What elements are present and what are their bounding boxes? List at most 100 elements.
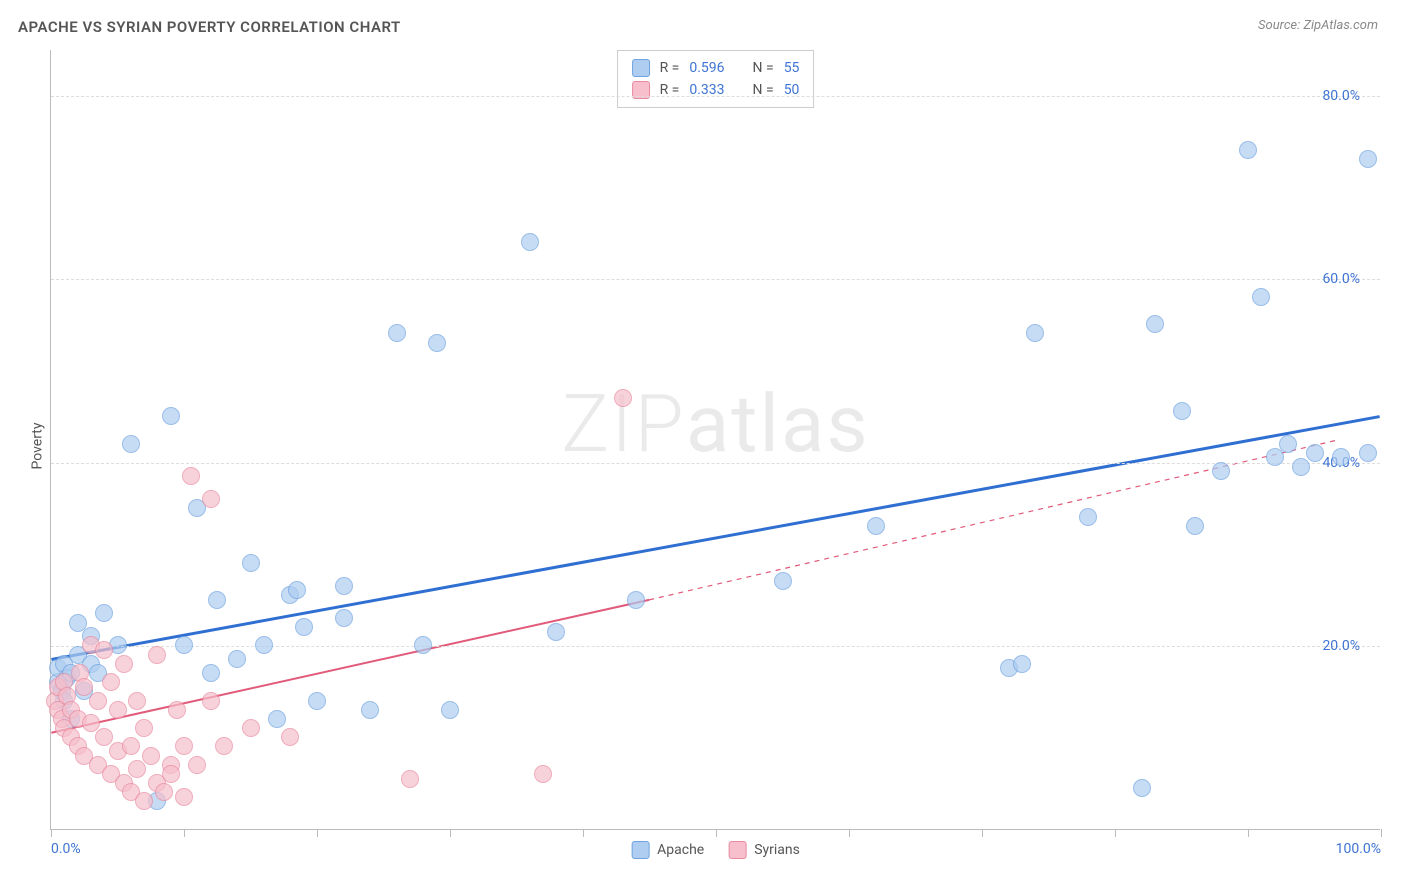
y-tick-label: 60.0%	[1322, 271, 1360, 287]
scatter-marker-apache	[441, 701, 459, 719]
apache-r-value: 0.596	[689, 60, 724, 76]
scatter-marker-apache	[228, 650, 246, 668]
x-tick-label: 0.0%	[51, 841, 81, 857]
scatter-marker-apache	[428, 334, 446, 352]
scatter-marker-apache	[335, 609, 353, 627]
scatter-marker-syrians	[109, 701, 127, 719]
y-axis-label: Poverty	[30, 422, 46, 469]
scatter-marker-syrians	[182, 467, 200, 485]
x-tick	[849, 829, 850, 837]
scatter-marker-apache	[268, 710, 286, 728]
x-tick	[184, 829, 185, 837]
scatter-marker-syrians	[142, 747, 160, 765]
scatter-marker-syrians	[128, 692, 146, 710]
scatter-marker-apache	[1279, 435, 1297, 453]
legend-swatch-apache	[631, 841, 649, 859]
x-tick	[716, 829, 717, 837]
legend-swatch-apache	[632, 59, 650, 77]
y-tick-label: 20.0%	[1322, 638, 1360, 654]
scatter-marker-syrians	[215, 737, 233, 755]
scatter-marker-syrians	[188, 756, 206, 774]
scatter-marker-apache	[295, 618, 313, 636]
scatter-marker-apache	[122, 435, 140, 453]
scatter-marker-syrians	[401, 770, 419, 788]
scatter-marker-syrians	[122, 737, 140, 755]
scatter-marker-apache	[202, 664, 220, 682]
scatter-marker-syrians	[162, 765, 180, 783]
scatter-marker-syrians	[128, 760, 146, 778]
x-tick	[317, 829, 318, 837]
scatter-marker-syrians	[281, 728, 299, 746]
x-tick	[51, 829, 52, 837]
scatter-marker-apache	[1026, 324, 1044, 342]
scatter-marker-apache	[1079, 508, 1097, 526]
scatter-marker-apache	[521, 233, 539, 251]
scatter-marker-apache	[774, 572, 792, 590]
scatter-marker-syrians	[135, 792, 153, 810]
scatter-marker-apache	[335, 577, 353, 595]
scatter-marker-apache	[1359, 444, 1377, 462]
y-tick-label: 80.0%	[1322, 88, 1360, 104]
scatter-marker-apache	[1252, 288, 1270, 306]
scatter-marker-apache	[308, 692, 326, 710]
bottom-legend-apache: Apache	[631, 841, 704, 859]
stat-legend-row-syrians: R = 0.333 N = 50	[632, 79, 800, 101]
stat-legend-row-apache: R = 0.596 N = 55	[632, 57, 800, 79]
scatter-marker-syrians	[115, 655, 133, 673]
r-label: R =	[660, 60, 680, 76]
scatter-marker-apache	[1133, 779, 1151, 797]
scatter-marker-syrians	[175, 788, 193, 806]
scatter-marker-syrians	[95, 641, 113, 659]
n-label: N =	[753, 60, 774, 76]
scatter-marker-apache	[1146, 315, 1164, 333]
gridline-h	[51, 646, 1380, 647]
scatter-marker-apache	[627, 591, 645, 609]
scatter-marker-apache	[162, 407, 180, 425]
scatter-marker-apache	[1186, 517, 1204, 535]
x-tick	[982, 829, 983, 837]
scatter-marker-apache	[175, 636, 193, 654]
scatter-marker-apache	[867, 517, 885, 535]
scatter-marker-syrians	[202, 692, 220, 710]
legend-swatch-syrians	[728, 841, 746, 859]
scatter-marker-apache	[1306, 444, 1324, 462]
x-tick	[1381, 829, 1382, 837]
x-tick-label: 100.0%	[1336, 841, 1381, 857]
scatter-marker-apache	[1292, 458, 1310, 476]
scatter-marker-syrians	[148, 646, 166, 664]
gridline-h	[51, 463, 1380, 464]
scatter-marker-syrians	[534, 765, 552, 783]
scatter-marker-apache	[255, 636, 273, 654]
scatter-marker-apache	[95, 604, 113, 622]
scatter-marker-apache	[1359, 150, 1377, 168]
source-label: Source: ZipAtlas.com	[1258, 18, 1378, 33]
scatter-marker-syrians	[614, 389, 632, 407]
source-prefix: Source:	[1258, 18, 1303, 33]
bottom-legend-syrians-label: Syrians	[754, 842, 800, 858]
scatter-marker-syrians	[242, 719, 260, 737]
scatter-marker-apache	[547, 623, 565, 641]
scatter-marker-apache	[1332, 448, 1350, 466]
scatter-marker-syrians	[135, 719, 153, 737]
chart-title: APACHE VS SYRIAN POVERTY CORRELATION CHA…	[18, 18, 401, 36]
scatter-marker-apache	[361, 701, 379, 719]
scatter-marker-syrians	[175, 737, 193, 755]
scatter-marker-apache	[414, 636, 432, 654]
scatter-marker-apache	[288, 581, 306, 599]
scatter-marker-apache	[242, 554, 260, 572]
watermark: ZIPatlas	[561, 377, 869, 471]
x-tick	[450, 829, 451, 837]
scatter-marker-apache	[1173, 402, 1191, 420]
scatter-marker-apache	[388, 324, 406, 342]
trend-lines-svg	[51, 50, 1380, 829]
scatter-marker-apache	[208, 591, 226, 609]
bottom-legend: Apache Syrians	[631, 841, 800, 859]
scatter-marker-syrians	[89, 692, 107, 710]
bottom-legend-apache-label: Apache	[657, 842, 704, 858]
scatter-marker-apache	[1239, 141, 1257, 159]
plot-area: ZIPatlas R = 0.596 N = 55 R = 0.333 N = …	[50, 50, 1380, 830]
scatter-marker-syrians	[168, 701, 186, 719]
scatter-marker-apache	[1013, 655, 1031, 673]
x-tick	[1115, 829, 1116, 837]
stat-legend: R = 0.596 N = 55 R = 0.333 N = 50	[617, 50, 815, 108]
